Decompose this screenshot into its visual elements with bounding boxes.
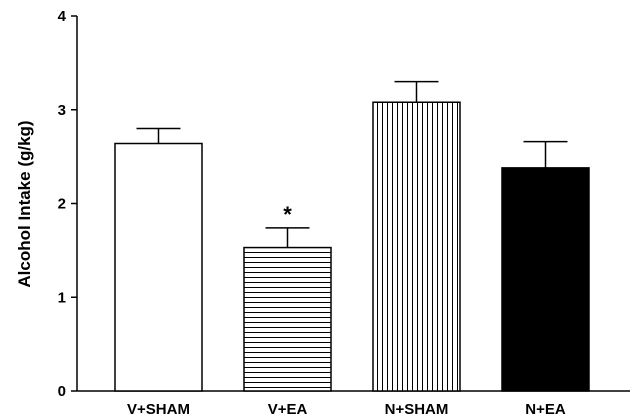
x-category-label-n-sham: N+SHAM (385, 401, 449, 418)
x-category-label-v-sham: V+SHAM (127, 401, 190, 418)
y-tick-label: 1 (58, 289, 66, 306)
x-category-label-v-ea: V+EA (268, 401, 308, 418)
bar-n-ea (501, 167, 590, 392)
x-category-labels: V+SHAM V+EA N+SHAM N+EA (127, 401, 566, 418)
bars: * (114, 80, 590, 392)
y-ticks: 0 1 2 3 4 (58, 8, 77, 400)
bar-n-sham (372, 101, 461, 392)
y-tick-label: 4 (58, 8, 67, 25)
y-tick-label: 3 (58, 102, 66, 119)
y-tick-label: 0 (58, 383, 66, 400)
bar-v-sham (114, 142, 203, 392)
y-axis-title: Alcohol Intake (g/kg) (15, 120, 34, 287)
bar-v-ea (243, 246, 332, 392)
significance-asterisk: * (283, 202, 292, 227)
x-category-label-n-ea: N+EA (525, 401, 566, 418)
y-tick-label: 2 (58, 196, 66, 213)
